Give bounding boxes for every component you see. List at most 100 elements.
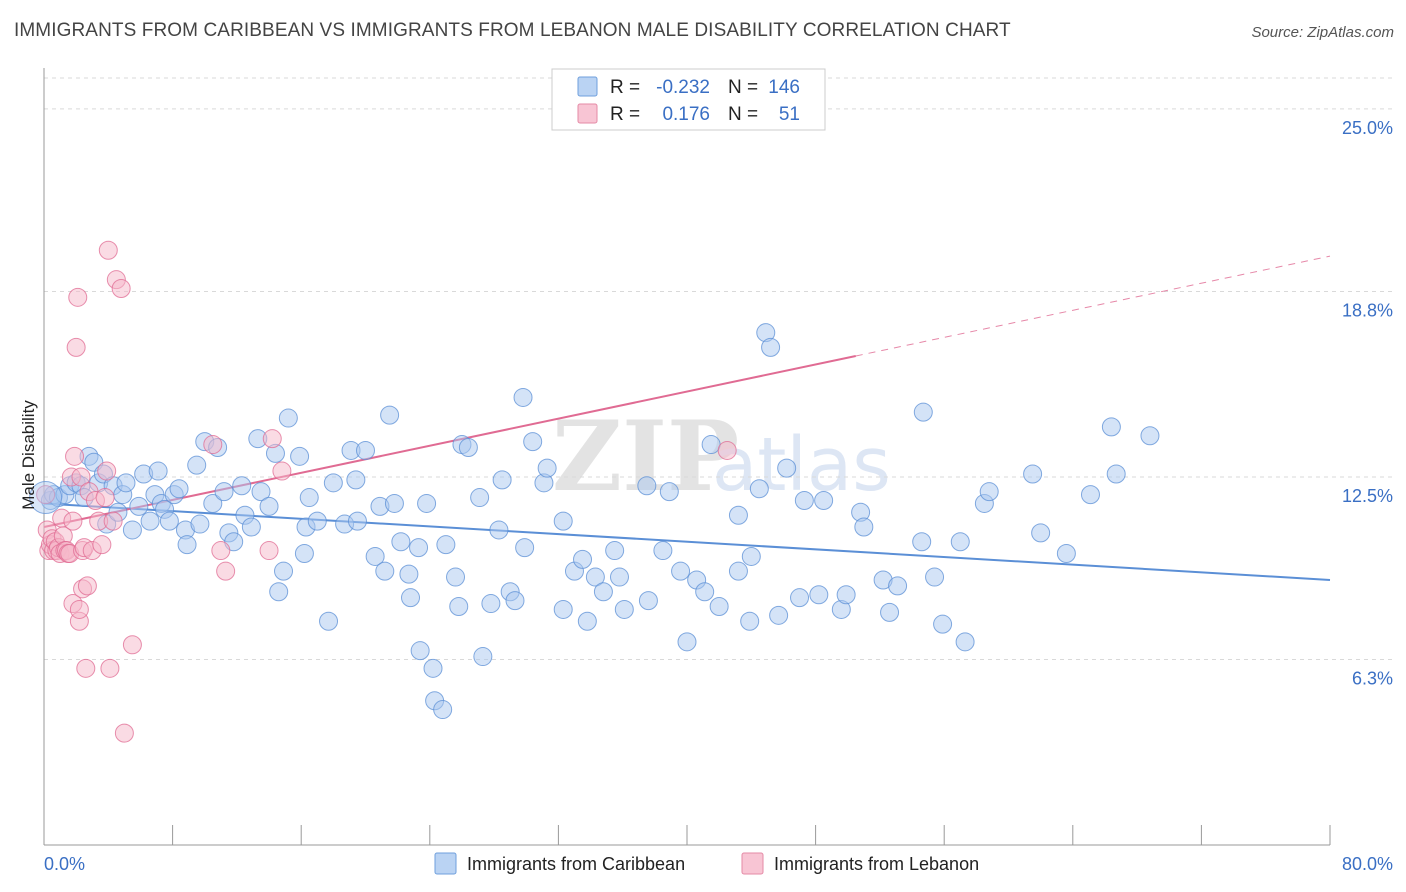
legend-r-value-lebanon: 0.176 [662, 104, 710, 125]
trend-line-extension-1 [855, 255, 1331, 357]
scatter-point-lebanon [259, 541, 279, 561]
scatter-point-caribbean [436, 535, 456, 555]
scatter-point-caribbean [365, 546, 385, 566]
x-tick-label: 80.0% [1342, 854, 1393, 874]
scatter-point-caribbean [492, 470, 512, 490]
scatter-point-caribbean [523, 432, 543, 452]
legend-n-value-caribbean: 146 [768, 77, 800, 98]
scatter-point-lebanon [68, 287, 88, 307]
scatter-point-caribbean [749, 479, 769, 499]
series-legend-swatch-caribbean [434, 852, 457, 875]
scatter-point-caribbean [1080, 485, 1100, 505]
scatter-point-caribbean [391, 532, 411, 552]
scatter-point-caribbean [169, 479, 189, 499]
scatter-point-caribbean [777, 458, 797, 478]
scatter-point-caribbean [159, 511, 179, 531]
scatter-point-caribbean [470, 488, 490, 508]
scatter-point-lebanon [77, 576, 97, 596]
scatter-point-caribbean [481, 594, 501, 614]
scatter-point-caribbean [122, 520, 142, 540]
scatter-point-caribbean [489, 520, 509, 540]
y-tick-labels: 6.3% 12.5% 18.8% 25.0% [1342, 118, 1393, 689]
scatter-point-caribbean [203, 493, 223, 513]
scatter-point-caribbean [259, 496, 279, 516]
chart-title: IMMIGRANTS FROM CARIBBEAN VS IMMIGRANTS … [14, 20, 1011, 41]
legend-swatch-lebanon [577, 103, 598, 124]
scatter-point-caribbean [323, 473, 343, 493]
scatter-point-caribbean [913, 402, 933, 422]
scatter-point-caribbean [417, 493, 437, 513]
scatter-point-caribbean [401, 588, 421, 608]
scatter-point-caribbean [449, 597, 469, 616]
scatter-point-caribbean [433, 700, 453, 720]
scatter-point-caribbean [809, 585, 829, 605]
scatter-point-caribbean [728, 561, 748, 581]
correlation-legend: R = -0.232 N = 146 R = 0.176 N = 51 [551, 68, 826, 131]
scatter-point-lebanon [262, 429, 282, 449]
scatter-point-caribbean [458, 438, 478, 457]
scatter-point-caribbean [1101, 417, 1121, 437]
scatter-point-lebanon [98, 240, 118, 260]
legend-n-value-lebanon: 51 [779, 104, 800, 125]
scatter-point-caribbean [116, 473, 136, 493]
scatter-point-lebanon [272, 461, 292, 481]
scatter-point-caribbean [671, 561, 691, 581]
scatter-point-caribbean [677, 632, 697, 652]
scatter-point-lebanon [95, 488, 115, 508]
scatter-point-lebanon [92, 535, 112, 555]
x-tick-labels: 0.0% 80.0% [44, 854, 1393, 874]
scatter-point-caribbean [241, 517, 261, 537]
scatter-point-caribbean [1031, 523, 1051, 543]
legend-n-label: N = [728, 104, 758, 125]
scatter-point-caribbean [356, 440, 375, 460]
scatter-point-caribbean [232, 476, 252, 496]
y-axis-label: Male Disability [19, 400, 38, 510]
scatter-point-caribbean [701, 435, 721, 455]
scatter-point-caribbean [741, 546, 761, 566]
scatter-point-caribbean [505, 591, 525, 611]
scatter-point-lebanon [66, 337, 86, 357]
legend-r-label: R = [610, 104, 640, 125]
scatter-point-caribbean [836, 585, 856, 605]
scatter-point-lebanon [203, 435, 223, 455]
scatter-point-lebanon [71, 467, 91, 487]
scatter-point-caribbean [609, 567, 629, 587]
scatter-point-caribbean [1056, 544, 1076, 563]
scatter-point-caribbean [740, 611, 760, 631]
scatter-point-caribbean [1023, 464, 1043, 484]
scatter-point-caribbean [409, 538, 429, 558]
series-legend-label-caribbean: Immigrants from Caribbean [467, 854, 685, 874]
scatter-point-caribbean [269, 582, 289, 602]
scatter-point-caribbean [515, 538, 535, 558]
scatter-point-lebanon [717, 440, 737, 460]
series-legend-label-lebanon: Immigrants from Lebanon [774, 854, 979, 874]
scatter-point-caribbean [925, 567, 945, 587]
scatter-point-caribbean [274, 561, 294, 581]
scatter-point-caribbean [319, 611, 339, 631]
scatter-point-caribbean [384, 493, 404, 513]
scatter-point-caribbean [728, 505, 748, 525]
scatter-point-lebanon [69, 599, 89, 619]
scatter-point-caribbean [299, 488, 319, 508]
y-tick-label: 6.3% [1352, 669, 1393, 689]
scatter-point-caribbean [423, 658, 443, 678]
scatter-point-caribbean [888, 576, 908, 596]
y-tick-label: 12.5% [1342, 486, 1393, 506]
y-tick-label: 25.0% [1342, 118, 1393, 138]
scatter-point-caribbean [278, 408, 298, 428]
scatter-point-caribbean [577, 611, 597, 631]
scatter-point-caribbean [638, 591, 658, 611]
legend-n-label: N = [728, 77, 758, 98]
scatter-point-caribbean [933, 614, 953, 634]
scatter-point-lebanon [122, 635, 142, 655]
scatter-point-caribbean [307, 511, 327, 531]
scatter-point-caribbean [614, 599, 634, 619]
series-legend-swatch-lebanon [741, 852, 764, 875]
y-tick-label: 18.8% [1342, 300, 1393, 320]
axes [43, 68, 1331, 846]
scatter-point-caribbean [513, 387, 533, 407]
scatter-point-caribbean [761, 337, 781, 357]
scatter-point-lebanon [63, 511, 83, 531]
scatter-point-caribbean [769, 605, 789, 625]
